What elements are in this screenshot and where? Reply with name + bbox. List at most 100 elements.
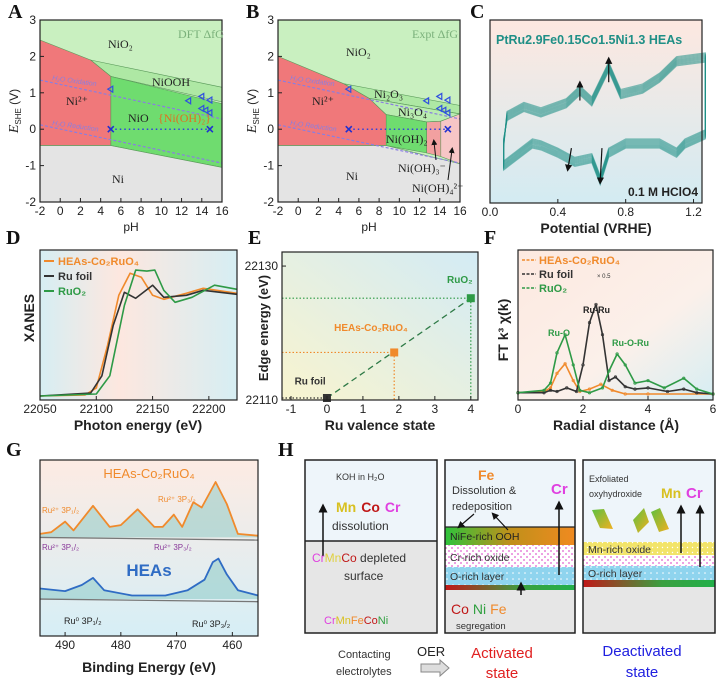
panel-h-diagram: KOH in H₂O Mn Co Cr dissolution CrMnCo dep… (304, 459, 716, 682)
panel-c-annotation: 0.1 M HClO4 (628, 185, 698, 199)
water-line (277, 124, 461, 164)
panel-f-peak-ru-ru: Ru-Ru (583, 305, 610, 315)
ylabel-unit: (V) (245, 89, 259, 108)
alloy-region (305, 541, 437, 633)
plot-frame (39, 459, 259, 637)
pA-xtick-label: 2 (77, 204, 84, 218)
pF-xtick-label: 6 (710, 402, 717, 416)
plot-frame (39, 19, 223, 203)
series-marker (574, 389, 579, 394)
series-marker (695, 387, 699, 391)
legend-label: RuO₂ (539, 283, 567, 295)
cv-cycle (503, 54, 706, 185)
series-marker (615, 352, 619, 356)
el-fe: Fe (490, 601, 507, 617)
pF-xtick-label: 2 (580, 402, 587, 416)
pA-xtick-label: 8 (138, 204, 145, 218)
el-mn: Mn (336, 615, 351, 627)
panel-b-region-ni2o3: Ni₂O₃ (374, 87, 403, 101)
plot-frame (39, 249, 238, 401)
series-marker (662, 386, 666, 390)
pG-xtick-label: 480 (111, 638, 131, 652)
series-marker (623, 363, 627, 367)
pA-xtick-label: 14 (195, 204, 209, 218)
triangle-point (201, 106, 209, 115)
series-marker (571, 363, 575, 367)
pC-xtick-label: 0.0 (482, 205, 499, 219)
plot-frame (489, 19, 703, 204)
region-polygon (426, 120, 442, 157)
region-polygon (440, 113, 461, 165)
point-label: Ru foil (295, 377, 326, 388)
pA-xtick-label: 16 (215, 204, 229, 218)
pB-xtick-label: 4 (335, 204, 342, 218)
pA-ytick-label: 3 (29, 13, 36, 27)
plot-background (518, 250, 713, 400)
cv-cycle (503, 55, 706, 184)
el-cr: Cr (312, 551, 325, 565)
series-marker (587, 391, 592, 395)
series-marker (578, 388, 582, 392)
pB-ytick-label: -2 (263, 195, 274, 209)
el-co: Co (451, 601, 469, 617)
series-line (39, 272, 238, 397)
layer1-label: NiFe-rich OOH (450, 531, 519, 543)
pG-xtick-label: 460 (222, 638, 242, 652)
panel-g-xlabel: Binding Energy (eV) (82, 659, 216, 675)
pB-ytick-label: 0 (267, 122, 274, 136)
cv-cycle (503, 58, 706, 181)
panel-a-region-nio: NiO (128, 111, 149, 125)
panel-g-xps: 490 480 470 460 (39, 459, 259, 652)
panel-d-xanes: HEAs-Co₂RuO₄ Ru foil RuO₂ 22050 22100 22150 22… (23, 249, 238, 416)
pB-xtick-label: 14 (433, 204, 447, 218)
panel-b-region-nio2: NiO₂ (346, 45, 371, 59)
series-marker (633, 387, 637, 391)
flake-icon (592, 509, 613, 529)
triangle-point (106, 85, 114, 94)
arrow-redeposit-icon (457, 513, 475, 529)
panel-e-edge-energy: Ru foil HEAs-Co₂RuO₄ RuO₂ -1 0 1 2 3 4 22110 22130 (245, 251, 479, 416)
panel-c-xlabel: Potential (VRHE) (540, 220, 651, 236)
segregation-bar (445, 585, 575, 590)
triangle-point (439, 106, 447, 115)
el-mn: Mn (336, 499, 356, 515)
pB-xtick-label: 8 (376, 204, 383, 218)
pB-ytick-label: 3 (267, 13, 274, 27)
ylabel-main: E (245, 124, 260, 134)
el-cr: Cr (385, 499, 401, 515)
triangle-point (205, 96, 213, 105)
peak-label: Ru²⁺ 3P₁/₂ (42, 543, 79, 552)
legend-label: HEAs-Co₂RuO₄ (539, 255, 620, 267)
series-marker (682, 387, 686, 391)
segregation-label: segregation (456, 621, 506, 632)
panel-a-annotation: DFT ΔfG (178, 27, 224, 41)
triangle-point (422, 96, 430, 105)
el-mn: Mn (661, 485, 681, 501)
series-marker (587, 387, 592, 391)
flake-icon (633, 508, 649, 533)
series-line (39, 557, 259, 597)
series-marker (623, 385, 627, 389)
series-marker (571, 379, 575, 383)
pE-xtick-label: -1 (286, 402, 297, 416)
plot-frame (281, 251, 479, 401)
electrolyte-region (305, 460, 437, 541)
deactivated-state-label: state (626, 664, 659, 681)
ylabel-unit: (V) (7, 89, 21, 108)
cross-point (444, 125, 452, 133)
series-marker (599, 382, 603, 386)
panel-c-title: PtRu2.9Fe0.15Co1.5Ni1.3 HEAs (496, 33, 682, 47)
series-marker (555, 371, 559, 375)
surface-label: surface (344, 569, 384, 583)
series-marker (607, 379, 611, 383)
alloy-region (583, 587, 715, 633)
cv-cycle (503, 60, 706, 179)
layer3-label: O-rich layer (450, 571, 505, 583)
pB-xtick-label: 0 (295, 204, 302, 218)
series-marker (646, 392, 650, 396)
cv-cycle (503, 56, 706, 183)
activated-label: Activated (471, 645, 533, 662)
dissolution-label: dissolution (332, 519, 389, 533)
peak-label: Ru²⁺ 3P₃/₂ (154, 543, 192, 552)
pC-xtick-label: 0.8 (617, 205, 634, 219)
